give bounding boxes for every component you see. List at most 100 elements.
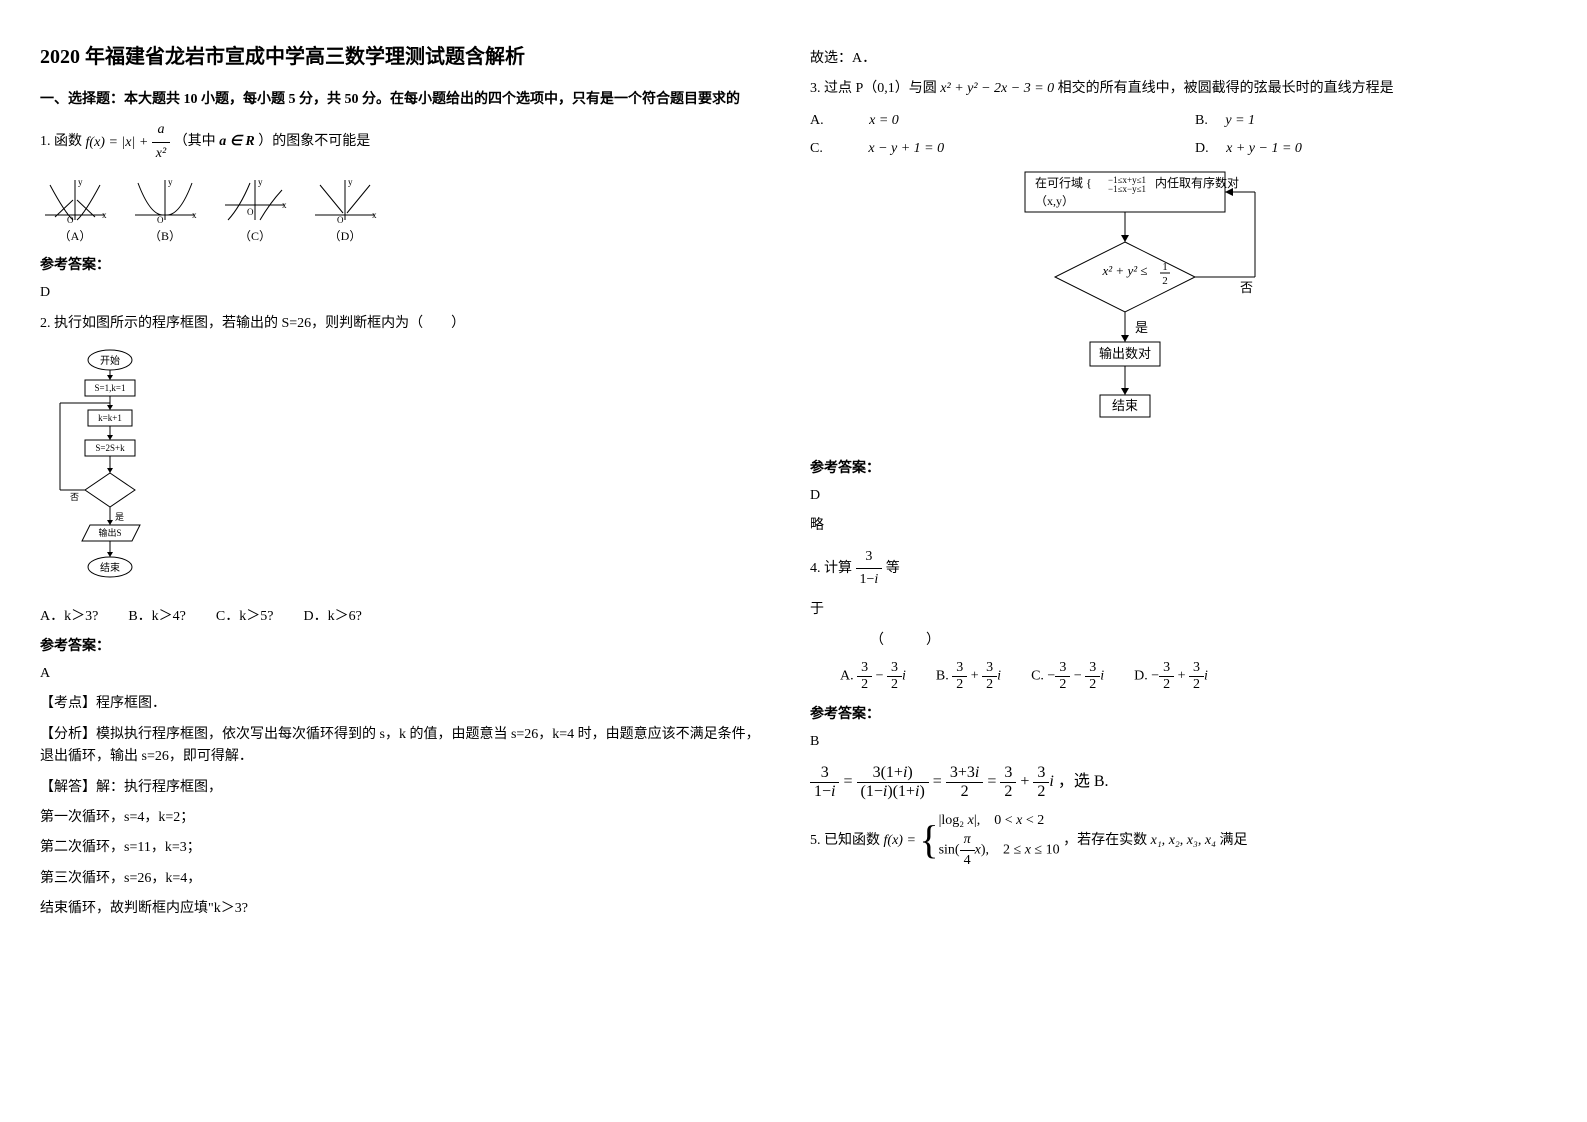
q2-conclusion: 结束循环，故判断框内应填"k＞3? — [40, 898, 770, 920]
q3-answer-label: 参考答案： — [810, 457, 1540, 477]
q1-answer: D — [40, 282, 770, 304]
q4-prefix: 4. 计算 — [810, 561, 852, 576]
q4-answer-label: 参考答案： — [810, 703, 1540, 723]
svg-text:x: x — [282, 200, 287, 210]
q3-opt-b: B. y = 1 — [1195, 109, 1540, 129]
q5-piecewise: { |log₂ x|, 0 < x < 2 sin(π4x), 2 ≤ x ≤ … — [919, 811, 1059, 871]
q5-suffix2: 满足 — [1219, 833, 1247, 848]
svg-text:−1≤x−y≤1: −1≤x−y≤1 — [1108, 184, 1146, 194]
svg-text:O: O — [247, 207, 254, 217]
graph-d-label: （D） — [310, 227, 380, 244]
q2-solve: 【解答】解：执行程序框图， — [40, 777, 770, 799]
q2-flowchart: 开始 S=1,k=1 k=k+1 S=2S+k — [40, 345, 770, 595]
q4-paren: （ ） — [810, 630, 1540, 652]
svg-text:2: 2 — [1162, 275, 1168, 287]
q2-stem: 2. 执行如图所示的程序框图，若输出的 S=26，则判断框内为（ ） — [40, 313, 770, 335]
svg-text:O: O — [157, 215, 164, 225]
q5-prefix: 5. 已知函数 — [810, 833, 880, 848]
q2-step2: 第二次循环，s=11，k=3； — [40, 837, 770, 859]
q1-cond: a ∈ R — [219, 135, 255, 150]
q3-opt-a: A. x = 0 — [810, 109, 1155, 129]
q5-case2: sin(π4x), 2 ≤ x ≤ 10 — [939, 830, 1060, 870]
q5-vars: x₁, x₂, x₃, x₄ — [1151, 833, 1216, 848]
q4-opt-d: D. −32 + 32i — [1134, 660, 1208, 693]
q3-opt-b-eq: y = 1 — [1225, 113, 1255, 128]
graph-c-label: （C） — [220, 227, 290, 244]
q5-case1: |log₂ x|, 0 < x < 2 — [939, 811, 1060, 831]
q3-opt-d: D. x + y − 1 = 0 — [1195, 137, 1540, 157]
q4-stem: 4. 计算 3 1−i 等 — [810, 546, 1540, 592]
q1-stem: 1. 函数 f(x) = |x| + ax² （其中 a ∈ R ）的图象不可能… — [40, 119, 770, 165]
q5-suffix1: ，若存在实数 — [1063, 833, 1147, 848]
q4-work: 31−i = 3(1+i)(1−i)(1+i) = 3+3i2 = 32 + 3… — [810, 764, 1540, 801]
q2-opt-a: A．k＞3? — [40, 605, 98, 625]
q1-formula: f(x) = |x| + ax² — [86, 135, 174, 150]
q2-kaodian: 【考点】程序框图． — [40, 693, 770, 715]
svg-text:输出S: 输出S — [98, 527, 121, 538]
q4-den: 1−i — [856, 569, 883, 591]
q3-flowchart: 在可行域 { −1≤x+y≤1 −1≤x−y≤1 内任取有序数对 （x,y） x… — [810, 167, 1540, 447]
q3-circle: x² + y² − 2x − 3 = 0 — [940, 81, 1054, 96]
svg-text:O: O — [67, 215, 74, 225]
svg-text:否: 否 — [70, 492, 79, 502]
q2-answer: A — [40, 663, 770, 685]
q2-select: 故选：A． — [810, 48, 1540, 70]
q1-suffix: ）的图象不可能是 — [258, 135, 370, 150]
q4-opt-c: C. −32 − 32i — [1031, 660, 1104, 693]
q2-options: A．k＞3? B．k＞4? C．k＞5? D．k＞6? — [40, 605, 770, 625]
svg-text:x: x — [102, 210, 107, 220]
svg-text:y: y — [168, 177, 173, 187]
q2-analysis: 【分析】模拟执行程序框图，依次写出每次循环得到的 s，k 的值，由题意当 s=2… — [40, 724, 770, 769]
svg-text:y: y — [258, 177, 263, 187]
svg-text:在可行域 {: 在可行域 { — [1035, 176, 1092, 190]
svg-text:O: O — [337, 215, 344, 225]
graph-b-label: （B） — [130, 227, 200, 244]
q2-opt-b: B．k＞4? — [128, 605, 186, 625]
q1-graphs: O x y （A） O x y （B） — [40, 175, 770, 244]
svg-text:x: x — [372, 210, 377, 220]
q3-stem: 3. 过点 P（0,1）与圆 x² + y² − 2x − 3 = 0 相交的所… — [810, 78, 1540, 100]
q4-opt-a: A. 32 − 32i — [840, 660, 906, 693]
q1-answer-label: 参考答案： — [40, 254, 770, 274]
q3-suffix: 相交的所有直线中，被圆截得的弦最长时的直线方程是 — [1058, 81, 1394, 96]
q4-suffix: 等 — [886, 561, 900, 576]
q2-step3: 第三次循环，s=26，k=4， — [40, 868, 770, 890]
svg-text:是: 是 — [1135, 320, 1148, 335]
svg-text:是: 是 — [115, 512, 124, 522]
q2-opt-d: D．k＞6? — [303, 605, 361, 625]
q3-note: 略 — [810, 515, 1540, 537]
svg-text:结束: 结束 — [1112, 398, 1138, 413]
page-title: 2020 年福建省龙岩市宣成中学高三数学理测试题含解析 — [40, 40, 770, 69]
q4-line2: 于 — [810, 599, 1540, 621]
graph-c: O x y （C） — [220, 175, 290, 244]
svg-text:否: 否 — [1240, 280, 1253, 295]
q5-fx: f(x) = — [884, 833, 920, 848]
q5-stem: 5. 已知函数 f(x) = { |log₂ x|, 0 < x < 2 sin… — [810, 811, 1540, 871]
svg-text:输出数对: 输出数对 — [1099, 346, 1151, 361]
svg-text:结束: 结束 — [100, 561, 120, 574]
svg-text:k=k+1: k=k+1 — [98, 413, 122, 423]
q3-options: A. x = 0 B. y = 1 C. x − y + 1 = 0 D. x … — [810, 109, 1540, 157]
q4-frac: 3 1−i — [856, 546, 883, 592]
q3-answer: D — [810, 485, 1540, 507]
q1-mid: （其中 — [174, 135, 216, 150]
svg-text:y: y — [348, 177, 353, 187]
q3-opt-c-eq: x − y + 1 = 0 — [868, 141, 944, 156]
q4-opt-b: B. 32 + 32i — [936, 660, 1001, 693]
svg-text:y: y — [78, 177, 83, 187]
q3-opt-a-eq: x = 0 — [869, 113, 899, 128]
svg-text:S=1,k=1: S=1,k=1 — [95, 383, 126, 393]
q2-opt-c: C．k＞5? — [216, 605, 274, 625]
graph-d: O x y （D） — [310, 175, 380, 244]
q2-answer-label: 参考答案： — [40, 635, 770, 655]
q4-work-suffix: ，选 B. — [1058, 773, 1109, 790]
svg-text:x² + y² ≤: x² + y² ≤ — [1102, 263, 1148, 278]
svg-text:S=2S+k: S=2S+k — [95, 443, 125, 453]
svg-text:内任取有序数对: 内任取有序数对 — [1155, 175, 1239, 190]
q4-options: A. 32 − 32i B. 32 + 32i C. −32 − 32i D. … — [810, 660, 1540, 693]
q4-answer: B — [810, 731, 1540, 753]
graph-a: O x y （A） — [40, 175, 110, 244]
q2-step1: 第一次循环，s=4，k=2； — [40, 807, 770, 829]
svg-text:1: 1 — [1162, 261, 1168, 273]
svg-text:x: x — [192, 210, 197, 220]
